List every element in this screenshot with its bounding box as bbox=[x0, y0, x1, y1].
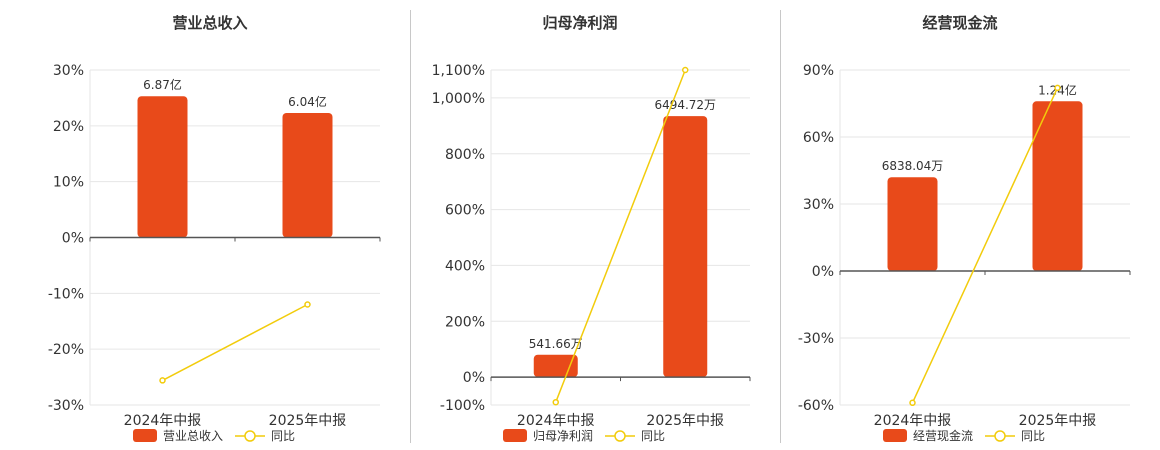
y-tick-label: 20% bbox=[53, 119, 84, 135]
bar[interactable] bbox=[663, 116, 708, 378]
y-tick-label: -30% bbox=[48, 398, 84, 414]
yoy-point[interactable] bbox=[159, 377, 166, 384]
bar[interactable] bbox=[282, 112, 333, 238]
bar-data-label: 6.87亿 bbox=[143, 77, 182, 92]
bar[interactable] bbox=[1032, 101, 1083, 272]
y-tick-label: 10% bbox=[53, 175, 84, 191]
chart-title: 经营现金流 bbox=[922, 14, 997, 32]
legend-line-marker bbox=[614, 430, 626, 442]
yoy-point[interactable] bbox=[304, 301, 311, 308]
bar-data-label: 6494.72万 bbox=[654, 98, 716, 112]
legend-line-label: 同比 bbox=[641, 429, 665, 443]
x-category-label: 2025年中报 bbox=[269, 413, 347, 429]
legend-bar-swatch bbox=[133, 429, 157, 442]
x-category-label: 2024年中报 bbox=[124, 413, 202, 429]
x-category-label: 2025年中报 bbox=[646, 413, 724, 429]
y-tick-label: -20% bbox=[48, 342, 84, 358]
y-tick-label: -10% bbox=[48, 286, 84, 302]
legend-bar-label: 经营现金流 bbox=[913, 428, 973, 443]
chart-title: 营业总收入 bbox=[172, 14, 247, 32]
yoy-line bbox=[555, 69, 686, 403]
legend-bar-label: 归母净利润 bbox=[533, 429, 593, 443]
y-tick-label: -100% bbox=[440, 398, 485, 414]
chart-title: 归母净利润 bbox=[542, 14, 617, 32]
y-tick-label: 90% bbox=[803, 63, 834, 79]
y-tick-label: 200% bbox=[445, 314, 485, 330]
bar[interactable] bbox=[137, 96, 188, 238]
x-category-label: 2024年中报 bbox=[517, 413, 595, 429]
bar[interactable] bbox=[533, 354, 578, 378]
y-tick-label: 60% bbox=[803, 130, 834, 146]
chart-panel: 经营现金流90%60%30%0%-30%-60%6838.04万2024年中报1… bbox=[798, 14, 1131, 443]
y-tick-label: -60% bbox=[798, 398, 834, 414]
legend-bar-label: 营业总收入 bbox=[163, 429, 223, 443]
yoy-point[interactable] bbox=[552, 398, 559, 406]
yoy-point[interactable] bbox=[909, 399, 916, 407]
legend-line-marker bbox=[994, 430, 1006, 442]
bar-data-label: 6838.04万 bbox=[882, 159, 944, 173]
y-tick-label: 1,100% bbox=[432, 63, 485, 79]
bar[interactable] bbox=[887, 177, 938, 271]
bar-data-label: 6.04亿 bbox=[288, 94, 327, 109]
yoy-line bbox=[911, 87, 1059, 404]
legend-line-marker bbox=[244, 430, 256, 442]
y-tick-label: 0% bbox=[463, 370, 485, 386]
y-tick-label: 30% bbox=[803, 197, 834, 213]
legend-line-label: 同比 bbox=[271, 429, 295, 443]
legend-bar-swatch bbox=[883, 429, 907, 442]
y-tick-label: 600% bbox=[445, 203, 485, 219]
y-tick-label: 0% bbox=[62, 231, 84, 247]
yoy-point[interactable] bbox=[682, 66, 689, 74]
panel-divider bbox=[410, 10, 411, 443]
yoy-line bbox=[162, 303, 308, 382]
yoy-point[interactable] bbox=[1054, 84, 1061, 92]
panel-divider bbox=[780, 10, 781, 443]
y-tick-label: 0% bbox=[812, 264, 834, 280]
y-tick-label: 30% bbox=[53, 63, 84, 79]
legend-line-label: 同比 bbox=[1021, 429, 1045, 443]
y-tick-label: 800% bbox=[445, 147, 485, 163]
legend-bar-swatch bbox=[503, 429, 527, 442]
y-tick-label: 400% bbox=[445, 258, 485, 274]
x-category-label: 2025年中报 bbox=[1019, 413, 1097, 429]
y-tick-label: -30% bbox=[798, 331, 834, 347]
x-category-label: 2024年中报 bbox=[874, 413, 952, 429]
bar-data-label: 541.66万 bbox=[529, 337, 583, 351]
chart-panel: 归母净利润 1,100% 1,000% 800% 600% 400% 200% 0% -100%… bbox=[432, 14, 751, 443]
chart-panel: 营业总收入 30% 20% 10% 0% -10% -20% -30% 6.87亿 2024年中报… bbox=[48, 14, 381, 443]
y-tick-label: 1,000% bbox=[432, 91, 485, 107]
